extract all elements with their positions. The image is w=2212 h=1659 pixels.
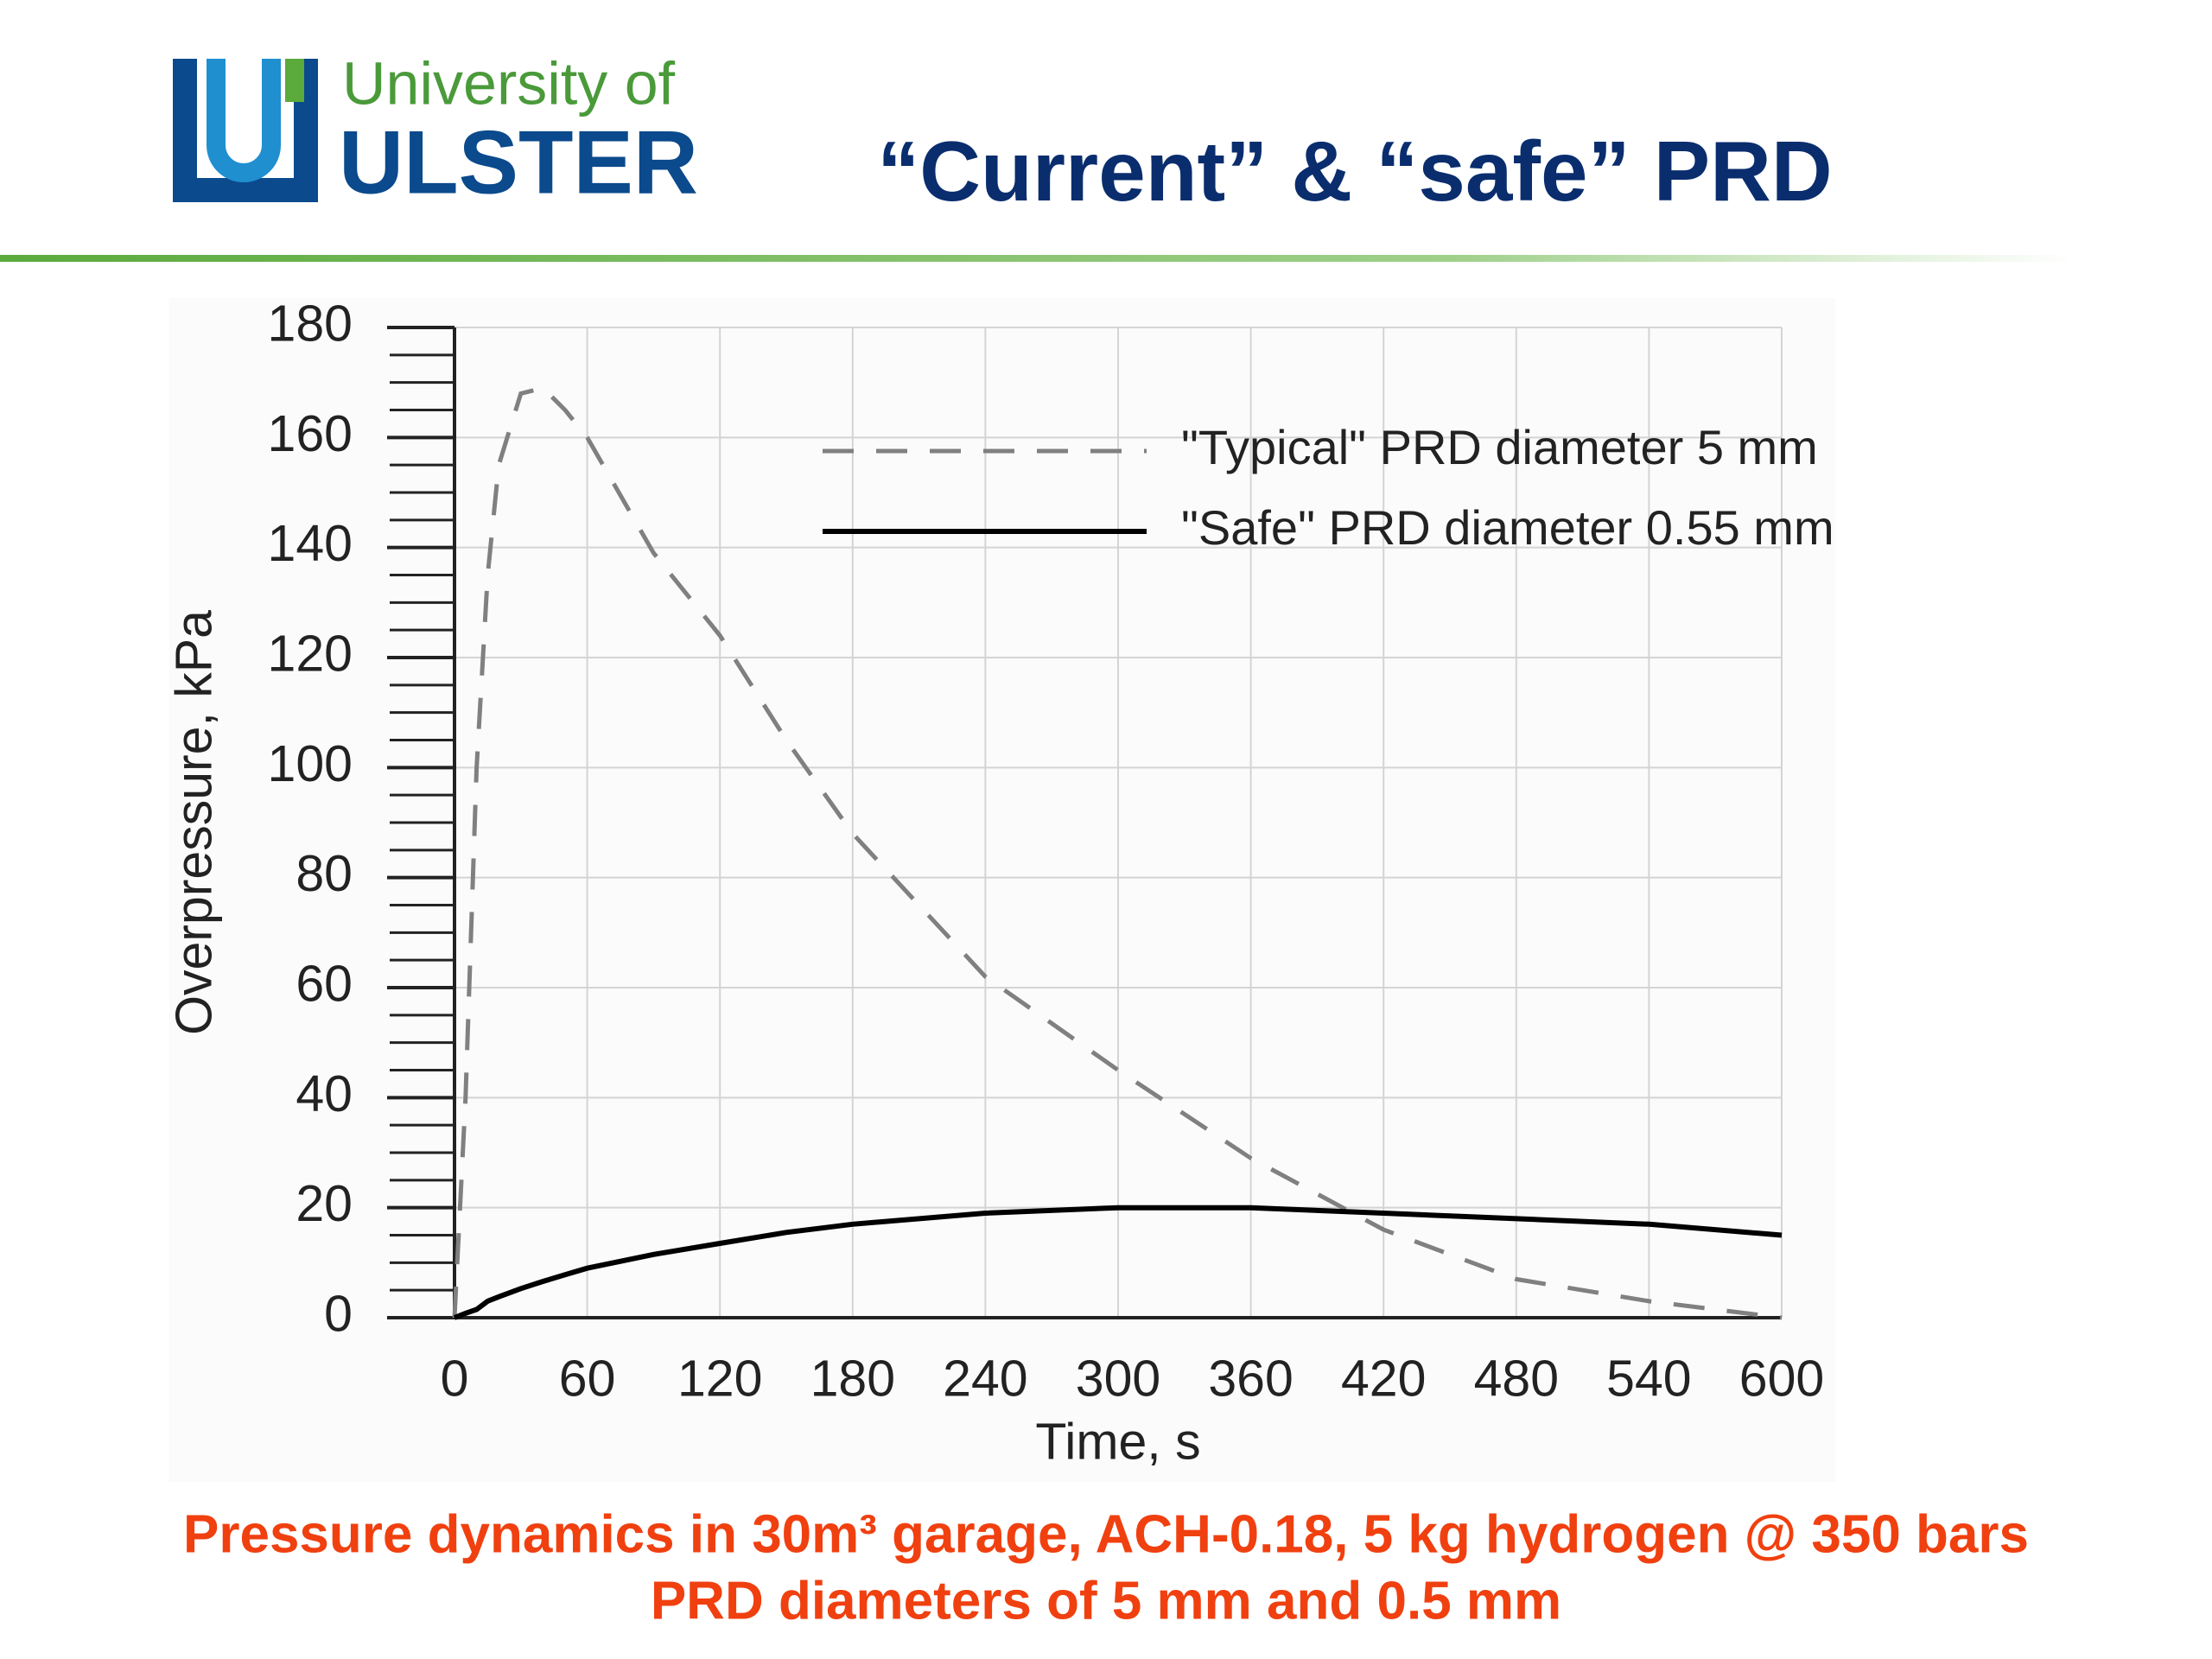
- logo-line2: ULSTER: [339, 112, 698, 213]
- y-tick-label: 140: [268, 515, 353, 572]
- legend-label: "Typical" PRD diameter 5 mm: [1181, 420, 1818, 474]
- x-tick-label: 300: [1076, 1351, 1160, 1408]
- series-line: [453, 1205, 1783, 1320]
- x-tick-label: 540: [1606, 1351, 1691, 1408]
- y-tick-label: 120: [268, 626, 353, 683]
- y-tick-label: 0: [324, 1286, 353, 1343]
- x-tick-label: 360: [1208, 1351, 1293, 1408]
- x-tick-label: 420: [1341, 1351, 1426, 1408]
- x-tick-label: 480: [1474, 1351, 1559, 1408]
- caption-line2: PRD diameters of 5 mm and 0.5 mm: [651, 1571, 1561, 1630]
- y-tick-label: 100: [268, 735, 353, 792]
- y-tick-label: 80: [296, 845, 353, 902]
- slide-title: “Current” & “safe” PRD: [877, 124, 1832, 219]
- y-tick-label: 20: [296, 1175, 353, 1232]
- logo-mark: [173, 59, 318, 202]
- y-tick-label: 180: [268, 296, 353, 353]
- y-tick-label: 40: [296, 1065, 353, 1122]
- y-tick-label: 60: [296, 956, 353, 1013]
- x-tick-label: 120: [677, 1351, 762, 1408]
- x-tick-label: 240: [943, 1351, 1027, 1408]
- x-tick-label: 600: [1739, 1351, 1824, 1408]
- logo-line1: University of: [342, 49, 676, 117]
- chart-background: [169, 298, 1835, 1482]
- divider: [0, 255, 2074, 262]
- x-tick-label: 0: [441, 1351, 469, 1408]
- y-axis-label: Overpressure, kPa: [166, 610, 223, 1035]
- series-line: [452, 385, 1783, 1320]
- caption-line1: Pressure dynamics in 30m³ garage, ACH-0.…: [183, 1504, 2029, 1564]
- y-tick-label: 160: [268, 405, 353, 462]
- legend-label: "Safe" PRD diameter 0.55 mm: [1181, 500, 1834, 555]
- chart: 0 20 40 60 80 100 120 140 160 180 0 60 120 180 240 300 3…: [166, 296, 1834, 1471]
- x-tick-label: 180: [810, 1351, 895, 1408]
- x-axis-label: Time, s: [1035, 1414, 1200, 1471]
- x-tick-label: 60: [559, 1351, 616, 1408]
